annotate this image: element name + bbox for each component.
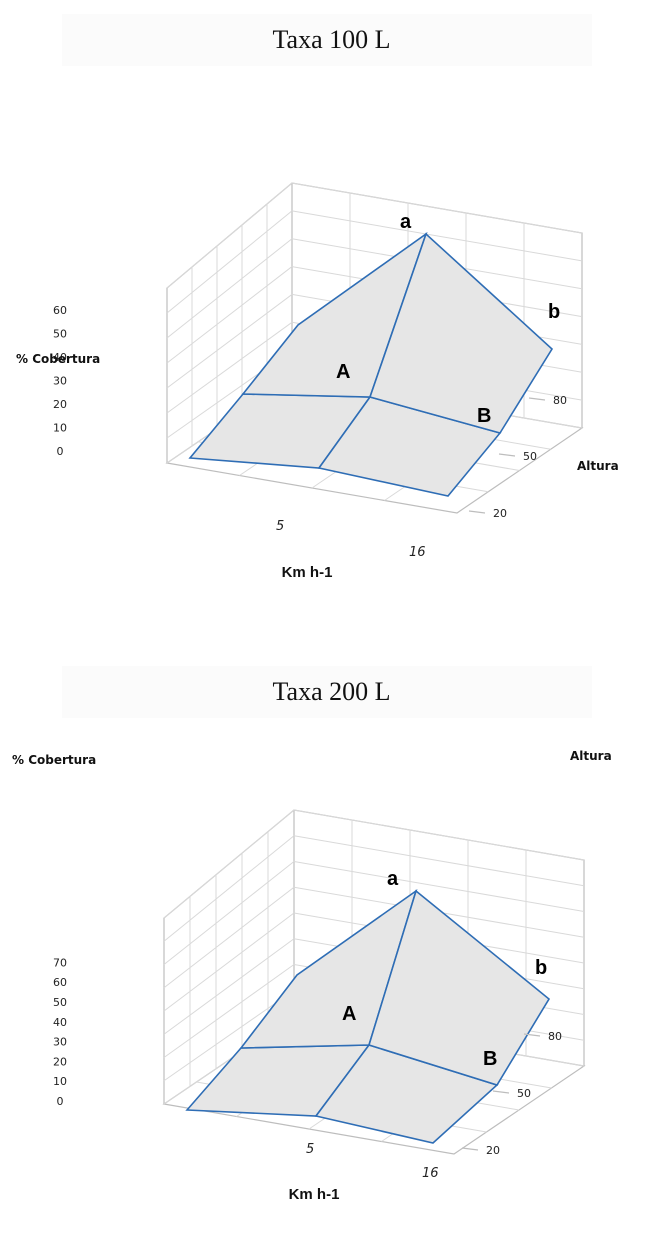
grid-line — [163, 861, 295, 965]
z-tick-label: 40 — [53, 1016, 67, 1029]
chart-panel-taxa-100: Taxa 100 L 0 10 20 30 40 50 60 20 50 80 % Cobertu… — [0, 0, 663, 610]
chart-panel-taxa-200: Taxa 200 L 0 10 20 30 40 50 60 70 20 50 80 % Cober… — [0, 640, 663, 1241]
y-tick-mark — [523, 1033, 541, 1037]
grid-line — [291, 182, 583, 234]
annotation-letter: a — [387, 868, 399, 890]
grid-line — [166, 294, 293, 389]
grid-line — [166, 321, 293, 414]
x-tick-label: 5 — [306, 1142, 314, 1157]
z-tick-label: 50 — [53, 996, 67, 1009]
y-tick-label: 20 — [493, 507, 507, 520]
grid-line — [293, 809, 585, 861]
z-tick-label: 20 — [53, 1055, 67, 1068]
z-tick-label: 0 — [57, 445, 64, 458]
annotation-letter: B — [477, 405, 491, 427]
surface-patch — [368, 232, 554, 434]
y-tick-mark — [498, 453, 516, 457]
x-tick-label: 5 — [276, 519, 284, 534]
surface — [188, 231, 554, 497]
annotation-letter: b — [535, 957, 547, 979]
annotation-letter: A — [342, 1003, 356, 1025]
x-tick-label: 16 — [409, 545, 426, 560]
x-tick-label: 16 — [422, 1166, 439, 1181]
grid-line — [293, 835, 585, 887]
grid-line — [163, 938, 295, 1035]
z-tick-label: 40 — [53, 351, 67, 364]
y-tick-label: 80 — [548, 1030, 562, 1043]
annotation-letter: a — [400, 211, 412, 233]
x-axis-title: Km h-1 — [282, 564, 333, 581]
annotation-letter: B — [483, 1048, 497, 1070]
z-tick-label: 60 — [53, 976, 67, 989]
axis-ticks: 0 10 20 30 40 50 60 20 50 80 — [53, 304, 567, 520]
surface — [185, 888, 551, 1144]
title-band — [62, 14, 592, 66]
grid-line — [163, 989, 295, 1082]
surface-chart: 0 10 20 30 40 50 60 70 20 50 80 % Cobertura Altura… — [12, 749, 612, 1203]
z-tick-label: 0 — [57, 1095, 64, 1108]
chart-title: Taxa 100 L — [272, 25, 391, 54]
grid-line — [166, 210, 293, 314]
y-tick-mark — [468, 510, 486, 514]
z-tick-label: 30 — [53, 375, 67, 388]
z-tick-label: 50 — [53, 328, 67, 341]
x-axis-title: Km h-1 — [289, 1186, 340, 1203]
z-tick-label: 20 — [53, 398, 67, 411]
axis-ticks: 0 10 20 30 40 50 60 70 20 50 80 — [53, 956, 562, 1157]
grid-line — [166, 266, 293, 364]
z-tick-label: 70 — [53, 956, 67, 969]
annotation-letter: b — [548, 301, 560, 323]
y-tick-mark — [461, 1147, 479, 1151]
grid-line — [163, 835, 295, 942]
annotation-letter: A — [336, 361, 350, 383]
y-tick-label: 50 — [517, 1087, 531, 1100]
grid-line — [163, 964, 295, 1058]
z-tick-label: 60 — [53, 304, 67, 317]
z-tick-label: 10 — [53, 1075, 67, 1088]
z-tick-label: 10 — [53, 422, 67, 435]
y-tick-label: 50 — [523, 450, 537, 463]
y-tick-label: 80 — [553, 394, 567, 407]
y-axis-title: Altura — [570, 749, 612, 763]
z-tick-label: 30 — [53, 1036, 67, 1049]
z-axis-title: % Cobertura — [12, 753, 96, 767]
chart-title: Taxa 200 L — [272, 677, 391, 706]
title-band — [62, 666, 592, 718]
surface-chart: 0 10 20 30 40 50 60 20 50 80 % Cobertura Altura K… — [16, 182, 619, 581]
grid-line — [163, 912, 295, 1012]
grid-line — [163, 809, 295, 919]
y-axis-title: Altura — [577, 459, 619, 473]
grid-line — [166, 182, 293, 289]
surface-patch — [368, 889, 551, 1086]
grid-line — [166, 238, 293, 339]
grid-line — [163, 886, 295, 989]
y-tick-mark — [492, 1090, 510, 1094]
y-tick-mark — [528, 397, 546, 401]
grid-line — [291, 210, 583, 262]
grid-line — [293, 861, 585, 912]
y-tick-label: 20 — [486, 1144, 500, 1157]
z-axis-title: % Cobertura — [16, 352, 100, 366]
